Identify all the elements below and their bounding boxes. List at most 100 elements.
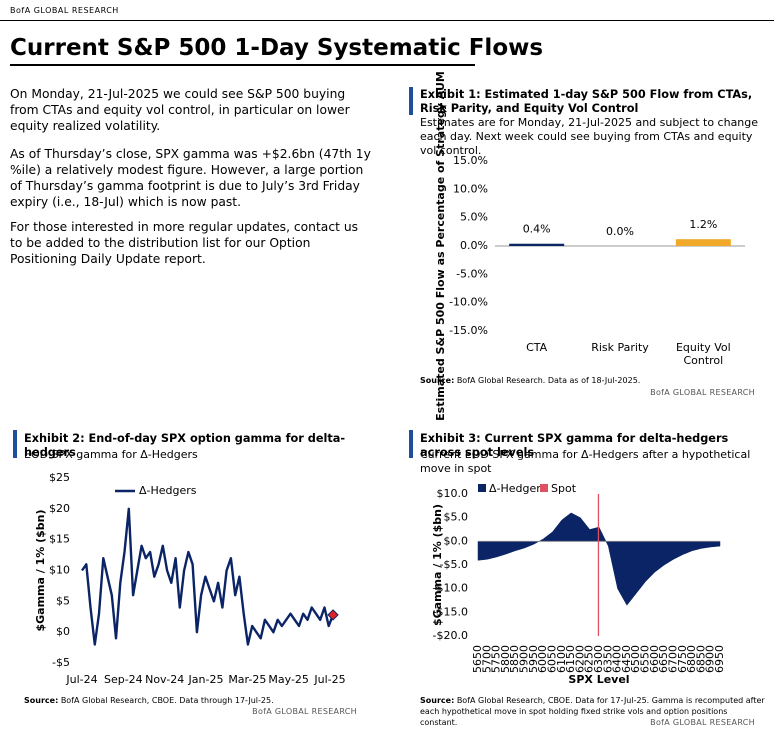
x-tick-label: 6300 [592,645,605,673]
y-tick-label: -5.0% [456,267,488,280]
y-axis-label: $Gamma / 1% ($bn) [431,504,444,626]
brand: BofA GLOBAL RESEARCH [10,6,119,15]
x-tick-label: 6200 [573,645,586,673]
exhibit-marker [409,87,413,115]
bar [675,239,731,246]
y-tick-label: -$5.0 [440,558,468,571]
title-rule [10,64,475,66]
x-tick-label: 6800 [685,645,698,673]
x-tick-label: 6950 [713,645,726,673]
footer-brand: BofA GLOBAL RESEARCH [650,718,755,727]
source-label: Source: [24,696,59,705]
paragraph: As of Thursday’s close, SPX gamma was +$… [10,147,371,209]
x-tick-label: Mar-25 [228,673,266,686]
source-text: BofA Global Research, CBOE. Data for 17-… [420,696,765,727]
legend-swatch [540,484,548,492]
exhibit-title: Exhibit 1: Estimated 1-day S&P 500 Flow … [420,88,753,115]
data-label: 1.2% [689,218,717,231]
y-tick-label: -$20.0 [433,629,468,642]
source: Source: BofA Global Research. Data as of… [420,375,640,386]
x-tick-label: Risk Parity [591,341,649,354]
exhibit-subtitle: EOD SPX gamma for Δ-Hedgers [24,448,198,461]
x-tick-label: 5750 [490,645,503,673]
x-tick-label: 6250 [583,645,596,673]
x-tick-label: 6100 [555,645,568,673]
x-tick-label: 5900 [518,645,531,673]
last-point-marker [327,609,339,621]
x-tick-label: 5950 [527,645,540,673]
x-tick-label: 6550 [639,645,652,673]
y-axis-label: Estimated S&P 500 Flow as Percentage of … [434,71,447,421]
header-rule [0,20,774,21]
paragraph: On Monday, 21-Jul-2025 we could see S&P … [10,87,350,133]
y-tick-label: 10.0% [453,182,488,195]
exhibit-title: Exhibit 2: End-of-day SPX option gamma f… [24,432,346,459]
x-tick-label: 6350 [601,645,614,673]
x-tick-label: May-25 [268,673,309,686]
y-tick-label: $10 [49,564,70,577]
y-tick-label: -$15.0 [433,605,468,618]
x-tick-label: CTA [526,341,548,354]
source-label: Source: [420,376,455,385]
y-tick-label: $15 [49,533,70,546]
y-tick-label: -15.0% [449,324,488,337]
x-tick-label: 5850 [508,645,521,673]
x-tick-label: Equity Vol Control [675,341,731,367]
data-label: 0.0% [606,225,634,238]
y-tick-label: $5 [56,594,70,607]
source-text: BofA Global Research. Data as of 18-Jul-… [456,376,641,385]
y-tick-label: 15.0% [453,154,488,167]
exhibit-subtitle: Current EOD SPX gamma for Δ-Hedgers afte… [420,448,751,475]
x-tick-label: 6700 [666,645,679,673]
x-tick-label: Jan-25 [188,673,224,686]
exhibit-title: Exhibit 3: Current SPX gamma for delta-h… [420,432,729,459]
y-tick-label: $10.0 [437,487,469,500]
x-tick-label: 6900 [704,645,717,673]
source: Source: BofA Global Research, CBOE. Data… [420,695,765,728]
x-tick-label: 5650 [471,645,484,673]
x-tick-label: 6600 [648,645,661,673]
legend-label: Spot [551,482,577,495]
exhibit-marker [13,430,17,458]
y-tick-label: -10.0% [449,296,488,309]
y-tick-label: 0.0% [460,239,488,252]
x-tick-label: 6400 [611,645,624,673]
paragraph: For those interested in more regular upd… [10,220,359,266]
x-tick-label: 5800 [499,645,512,673]
y-tick-label: $0 [56,625,70,638]
x-tick-label: 6000 [536,645,549,673]
exhibit-subtitle: Estimates are for Monday, 21-Jul-2025 an… [420,116,759,157]
y-tick-label: $5.0 [444,511,469,524]
footer-brand: BofA GLOBAL RESEARCH [252,707,357,716]
x-tick-label: 6850 [694,645,707,673]
y-tick-label: $20 [49,502,70,515]
x-tick-label: 6150 [564,645,577,673]
x-tick-label: 6450 [620,645,633,673]
x-tick-label: 6500 [629,645,642,673]
x-tick-label: 6750 [676,645,689,673]
footer-brand: BofA GLOBAL RESEARCH [650,388,755,397]
y-tick-label: 5.0% [460,211,488,224]
legend-label: Δ-Hedgers [489,482,547,495]
x-tick-label: Jul-25 [313,673,345,686]
x-axis-label: SPX Level [568,673,629,686]
x-tick-label: Sep-24 [104,673,143,686]
y-tick-label: $0.0 [444,534,469,547]
y-axis-label: $Gamma / 1% ($bn) [34,509,47,631]
source-label: Source: [420,696,455,705]
exhibit-marker [409,430,413,458]
legend-label: Δ-Hedgers [139,484,197,497]
x-tick-label: Nov-24 [145,673,184,686]
y-tick-label: -$10.0 [433,582,468,595]
y-tick-label: $25 [49,471,70,484]
x-tick-label: 6050 [545,645,558,673]
series-line [81,507,335,646]
x-tick-label: Jul-24 [65,673,97,686]
page-title: Current S&P 500 1-Day Systematic Flows [10,35,544,61]
legend-swatch [478,484,486,492]
source-text: BofA Global Research, CBOE. Data through… [60,696,274,705]
data-label: 0.4% [523,223,551,236]
source: Source: BofA Global Research, CBOE. Data… [24,695,274,706]
